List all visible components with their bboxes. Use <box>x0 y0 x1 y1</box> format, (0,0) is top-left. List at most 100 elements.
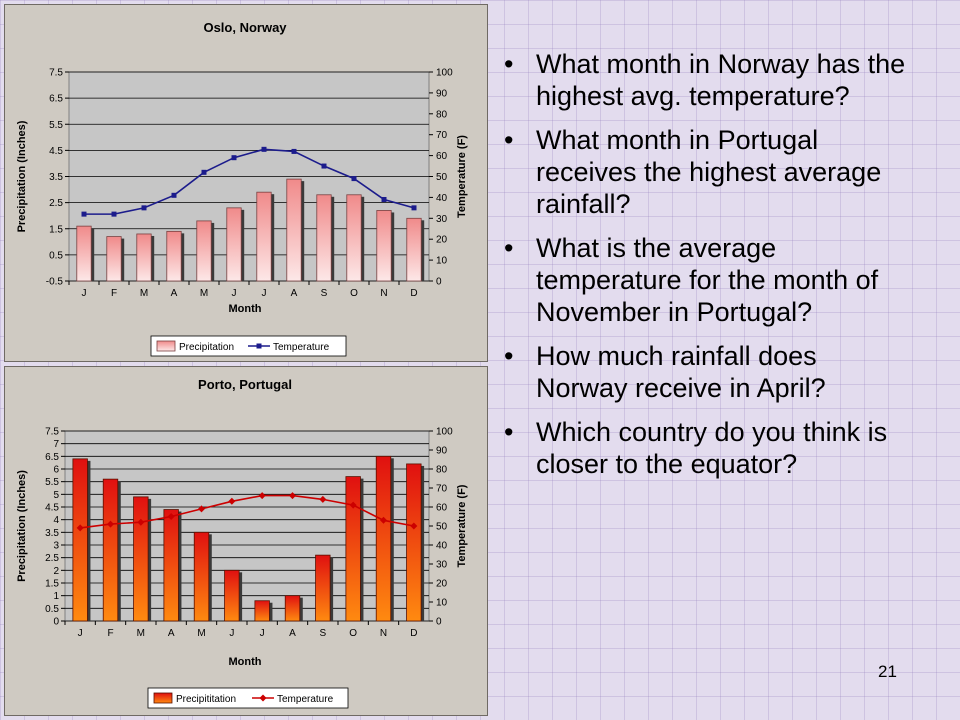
y-tick-label: 6.5 <box>49 94 63 105</box>
y-tick-label: 2 <box>53 566 59 577</box>
x-tick-label: O <box>349 628 357 639</box>
legend-bar-swatch <box>156 340 176 352</box>
legend-line-marker <box>256 343 262 349</box>
temperature-line <box>84 148 415 215</box>
precipitation-bar <box>76 225 92 282</box>
temperature-point <box>228 497 236 505</box>
question-item: • What month in Portugal receives the hig… <box>500 124 910 220</box>
x-tick-label: A <box>171 288 178 299</box>
temperature-point <box>81 211 87 217</box>
question-text: How much rainfall does Norway receive in… <box>536 341 826 403</box>
precipitation-bar <box>163 509 179 622</box>
y-tick-label: 2.5 <box>49 198 63 209</box>
y2-tick-label: 70 <box>436 130 448 141</box>
y-tick-label: 3 <box>53 541 59 552</box>
x-tick-label: J <box>260 628 265 639</box>
y2-tick-label: 0 <box>436 277 442 288</box>
x-tick-label: F <box>111 288 117 299</box>
question-text: What month in Norway has the highest avg… <box>536 49 906 111</box>
x-tick-label: A <box>289 628 296 639</box>
y-tick-label: 7.5 <box>49 68 63 79</box>
temperature-point <box>261 146 267 152</box>
y2-tick-label: 80 <box>436 109 448 120</box>
precipitation-bar <box>376 210 392 282</box>
y-tick-label: 1.5 <box>49 224 63 235</box>
y2-tick-label: 50 <box>436 172 448 183</box>
x-tick-label: M <box>137 628 145 639</box>
bullet-icon: • <box>504 233 514 263</box>
x-tick-label: F <box>107 628 113 639</box>
y-tick-label: 6 <box>53 465 59 476</box>
porto-chart-svg: Porto, Portugal00.511.522.533.544.555.56… <box>16 377 468 709</box>
precipitation-bar <box>256 191 272 282</box>
temperature-point <box>319 495 327 503</box>
x-tick-label: S <box>319 628 326 639</box>
x-tick-label: D <box>410 628 417 639</box>
y-tick-label: 2.5 <box>45 553 59 564</box>
precipitation-bar <box>133 496 149 622</box>
y-tick-label: 4.5 <box>45 503 59 514</box>
precipitation-bar <box>102 478 119 622</box>
y-tick-label: 4.5 <box>49 146 63 157</box>
y2-tick-label: 90 <box>436 446 448 457</box>
y-tick-label: 1 <box>53 591 59 602</box>
page-number: 21 <box>878 662 897 681</box>
temperature-point <box>111 211 117 217</box>
question-text: What month in Portugal receives the high… <box>536 125 882 219</box>
x-tick-label: S <box>321 288 328 299</box>
legend-bar-label: Precipititation <box>176 694 236 705</box>
y-tick-label: 5 <box>53 490 59 501</box>
temperature-point <box>137 518 145 526</box>
y2-tick-label: 0 <box>436 617 442 628</box>
y2-tick-label: 10 <box>436 598 448 609</box>
y-tick-label: 0.5 <box>49 250 63 261</box>
y-tick-label: 3.5 <box>45 528 59 539</box>
y2-tick-label: 40 <box>436 541 448 552</box>
x-tick-label: N <box>380 628 387 639</box>
temperature-point <box>231 155 237 161</box>
y-axis-label: Precipitation (Inches) <box>16 120 28 232</box>
y2-tick-label: 80 <box>436 465 448 476</box>
question-item: • How much rainfall does Norway receive i… <box>500 340 910 404</box>
precipitation-bar <box>406 217 422 282</box>
question-item: • What is the average temperature for the… <box>500 232 910 328</box>
y2-tick-label: 100 <box>436 427 453 438</box>
temperature-point <box>107 520 114 528</box>
x-tick-label: O <box>350 288 358 299</box>
y2-tick-label: 60 <box>436 503 448 514</box>
temperature-point <box>321 163 327 169</box>
question-text: Which country do you think is closer to … <box>536 417 888 479</box>
x-axis-label: Month <box>229 303 262 315</box>
legend-box <box>147 687 349 709</box>
precipitation-bar <box>346 194 362 282</box>
y2-tick-label: 40 <box>436 193 448 204</box>
y-tick-label: 4 <box>53 515 59 526</box>
temperature-point <box>410 522 418 530</box>
bullet-icon: • <box>504 125 514 155</box>
y2-axis-label: Temperature (F) <box>456 484 468 567</box>
y-tick-label: 0.5 <box>45 604 59 615</box>
temperature-point <box>349 501 357 509</box>
precipitation-bar <box>226 207 242 282</box>
x-tick-label: J <box>232 288 237 299</box>
question-text: What is the average temperature for the … <box>536 233 879 327</box>
x-tick-label: J <box>229 628 234 639</box>
temperature-point <box>381 196 387 202</box>
temperature-point <box>380 516 387 524</box>
temperature-line <box>80 494 414 529</box>
temperature-point <box>171 192 177 198</box>
precipitation-bar <box>193 531 210 622</box>
legend-line-label: Temperature <box>277 694 334 705</box>
y-tick-label: 7 <box>53 439 59 450</box>
bullet-icon: • <box>504 341 514 371</box>
y-tick-label: 0 <box>53 617 59 628</box>
legend-line-marker <box>259 694 267 702</box>
precipitation-bar <box>136 233 152 282</box>
y2-tick-label: 30 <box>436 560 448 571</box>
y2-tick-label: 20 <box>436 579 448 590</box>
precipitation-bar <box>345 476 361 622</box>
x-tick-label: M <box>197 628 205 639</box>
x-tick-label: A <box>291 288 298 299</box>
y2-tick-label: 20 <box>436 235 448 246</box>
precipitation-bar <box>375 455 392 622</box>
